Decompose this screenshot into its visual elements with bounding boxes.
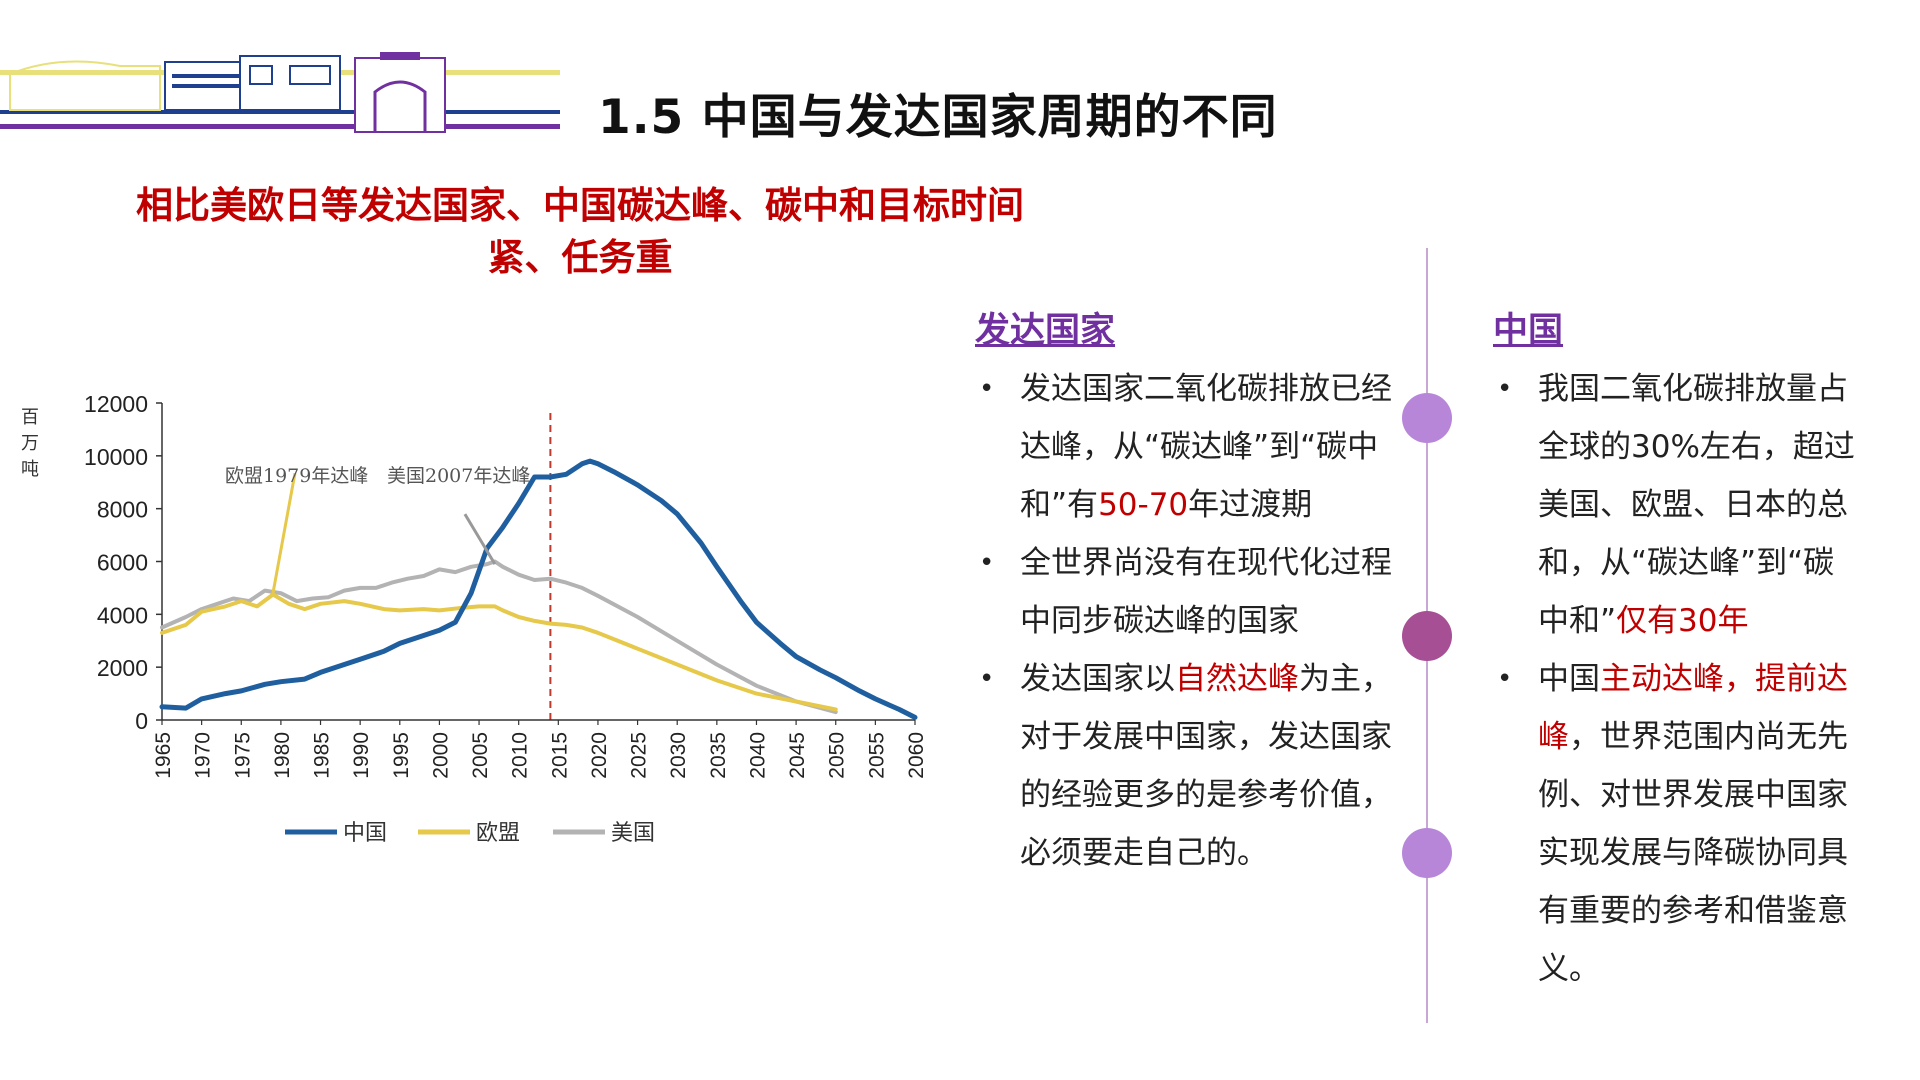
developed-countries-column: 发达国家 发达国家二氧化碳排放已经达峰，从“碳达峰”到“碳中和”有50-70年过… — [975, 308, 1395, 882]
x-tick-label: 2025 — [628, 732, 651, 779]
timeline-dot — [1402, 611, 1452, 661]
x-tick-label: 2040 — [746, 732, 769, 779]
y-tick-label: 6000 — [97, 550, 148, 576]
highlighted-text: 主动达峰，提前达峰 — [1538, 661, 1848, 755]
legend-label: 欧盟 — [476, 821, 520, 846]
x-tick-label: 2060 — [905, 732, 928, 779]
x-tick-label: 2005 — [469, 732, 492, 779]
bullet-text: 为主，对于发展中国家，发达国家的经验更多的是参考价值，必须要走自己的。 — [1020, 661, 1392, 871]
series-line — [160, 559, 838, 715]
x-tick-label: 1985 — [311, 732, 334, 779]
y-tick-label: 0 — [135, 708, 148, 734]
emissions-chart: 0 2000 4000 6000 8000 10000 12000 1965 1970 1975 1… — [0, 385, 960, 865]
x-tick-label: 2030 — [667, 732, 690, 779]
emissions-line-chart: 0 2000 4000 6000 8000 10000 12000 1965 1970 1975 1… — [21, 391, 928, 846]
chart-annotation: 欧盟1979年达峰 — [225, 465, 368, 487]
bullet-text: 中国 — [1538, 661, 1600, 697]
china-heading: 中国 — [1493, 311, 1564, 351]
china-bullet: 我国二氧化碳排放量占全球的30%左右，超过美国、欧盟、日本的总和，从“碳达峰”到… — [1493, 360, 1863, 650]
developed-countries-bullets: 发达国家二氧化碳排放已经达峰，从“碳达峰”到“碳中和”有50-70年过渡期全世界… — [975, 360, 1395, 882]
x-tick-label: 2020 — [588, 732, 611, 779]
x-tick-label: 1975 — [231, 732, 254, 779]
annotation-pointer — [271, 472, 297, 594]
y-tick-label: 12000 — [84, 391, 148, 417]
x-tick-label: 2015 — [548, 732, 571, 779]
slide-title: 1.5 中国与发达国家周期的不同 — [598, 90, 1278, 145]
timeline-dot — [1402, 828, 1452, 878]
developed-bullet: 发达国家二氧化碳排放已经达峰，从“碳达峰”到“碳中和”有50-70年过渡期 — [975, 360, 1395, 534]
y-tick-label: 4000 — [97, 602, 148, 628]
x-tick-label: 2055 — [865, 732, 888, 779]
y-tick-label: 2000 — [97, 655, 148, 681]
legend-label: 美国 — [611, 821, 655, 846]
y-tick-label: 8000 — [97, 497, 148, 523]
china-column: 中国 我国二氧化碳排放量占全球的30%左右，超过美国、欧盟、日本的总和，从“碳达… — [1493, 308, 1863, 998]
series-line — [160, 592, 838, 712]
x-tick-label: 2035 — [707, 732, 730, 779]
y-axis-label: 吨 — [21, 459, 39, 480]
x-tick-label: 1995 — [390, 732, 413, 779]
campus-banner-illustration — [0, 52, 560, 133]
x-tick-label: 2000 — [429, 732, 452, 779]
timeline-dot — [1402, 393, 1452, 443]
bullet-text: 发达国家以 — [1020, 661, 1175, 697]
series-line — [159, 458, 918, 720]
highlighted-text: 仅有30年 — [1616, 603, 1749, 639]
x-tick-label: 1970 — [192, 732, 215, 779]
annotation-pointer — [463, 513, 497, 565]
chart-annotation: 美国2007年达峰 — [387, 465, 530, 487]
china-bullets: 我国二氧化碳排放量占全球的30%左右，超过美国、欧盟、日本的总和，从“碳达峰”到… — [1493, 360, 1863, 998]
x-tick-label: 2050 — [826, 732, 849, 779]
bullet-text: 我国二氧化碳排放量占全球的30%左右，超过美国、欧盟、日本的总和，从“碳达峰”到… — [1538, 371, 1855, 639]
highlighted-text: 50-70 — [1098, 487, 1189, 523]
highlighted-text: 自然达峰 — [1175, 661, 1299, 697]
x-tick-label: 2010 — [509, 732, 532, 779]
bullet-text: 发达国家二氧化碳排放已经达峰，从“碳达峰”到“碳中和”有 — [1020, 371, 1392, 523]
y-axis-label: 万 — [21, 433, 39, 454]
x-tick-label: 1980 — [271, 732, 294, 779]
legend-label: 中国 — [343, 821, 387, 846]
y-axis-label: 百 — [21, 407, 39, 428]
bullet-text: ，世界范围内尚无先例、对世界发展中国家实现发展与降碳协同具有重要的参考和借鉴意义… — [1538, 719, 1848, 987]
developed-bullet: 发达国家以自然达峰为主，对于发展中国家，发达国家的经验更多的是参考价值，必须要走… — [975, 650, 1395, 882]
china-bullet: 中国主动达峰，提前达峰，世界范围内尚无先例、对世界发展中国家实现发展与降碳协同具… — [1493, 650, 1863, 998]
x-tick-label: 1990 — [350, 732, 373, 779]
slide-subtitle: 相比美欧日等发达国家、中国碳达峰、碳中和目标时间紧、任务重 — [136, 184, 1024, 279]
developed-countries-heading: 发达国家 — [975, 311, 1116, 351]
developed-bullet: 全世界尚没有在现代化过程中同步碳达峰的国家 — [975, 534, 1395, 650]
x-tick-label: 2045 — [786, 732, 809, 779]
bullet-text: 年过渡期 — [1188, 487, 1313, 523]
bullet-text: 全世界尚没有在现代化过程中同步碳达峰的国家 — [1020, 545, 1392, 639]
y-tick-label: 10000 — [84, 444, 148, 470]
x-tick-label: 1965 — [152, 732, 175, 779]
